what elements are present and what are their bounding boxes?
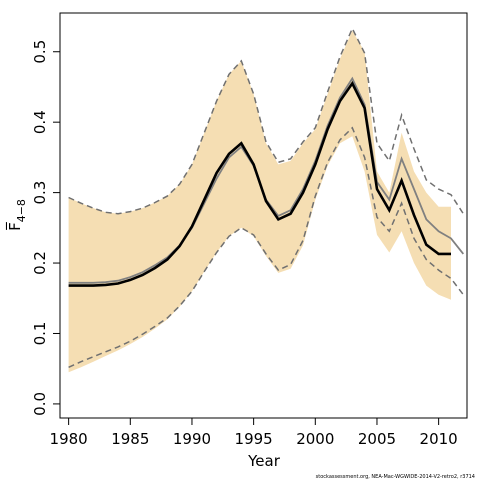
footer-credit: stockassessment.org, NEA-Mac-WGWIDE-2014… (316, 474, 475, 480)
x-tick-label: 2010 (420, 430, 458, 448)
x-tick-label: 1980 (50, 430, 88, 448)
x-tick-label: 2000 (296, 430, 334, 448)
y-tick-label: 0.4 (31, 110, 49, 134)
y-axis-title: F̅4−8 (5, 199, 28, 231)
x-tick-label: 1985 (111, 430, 149, 448)
y-axis-title-main: F̅ (5, 221, 24, 231)
series-line-layer (68, 26, 465, 368)
x-tick-label: 2005 (358, 430, 396, 448)
confidence-band-layer (68, 30, 451, 373)
y-axis: 0.0 0.1 0.2 0.3 0.4 0.5 (31, 40, 61, 416)
confidence-band (68, 30, 451, 373)
x-axis: 1980 1985 1990 1995 2000 2005 2010 (50, 417, 458, 448)
y-axis-title-subscript: 4−8 (15, 199, 28, 222)
svg-text:F̅4−8: F̅4−8 (5, 199, 28, 231)
estimate-line (68, 80, 451, 287)
x-tick-label: 1990 (173, 430, 211, 448)
x-tick-label: 1995 (235, 430, 273, 448)
y-tick-label: 0.1 (31, 322, 49, 346)
y-tick-label: 0.0 (31, 392, 49, 416)
previous-lower-line (68, 126, 464, 368)
y-tick-label: 0.2 (31, 251, 49, 275)
y-tick-label: 0.5 (31, 40, 49, 64)
x-axis-title: Year (247, 452, 281, 470)
y-tick-label: 0.3 (31, 181, 49, 205)
